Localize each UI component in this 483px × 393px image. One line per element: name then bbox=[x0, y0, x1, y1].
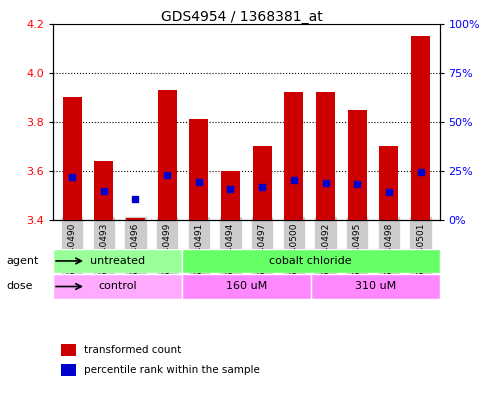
FancyBboxPatch shape bbox=[182, 249, 440, 273]
Bar bbox=[94, 161, 114, 220]
Bar bbox=[348, 110, 367, 220]
FancyBboxPatch shape bbox=[53, 274, 182, 299]
FancyBboxPatch shape bbox=[311, 274, 440, 299]
Bar bbox=[379, 146, 398, 220]
Bar bbox=[157, 90, 177, 220]
Bar bbox=[253, 146, 271, 220]
FancyBboxPatch shape bbox=[182, 274, 311, 299]
Text: agent: agent bbox=[6, 256, 39, 266]
Text: transformed count: transformed count bbox=[84, 345, 181, 355]
Text: 310 uM: 310 uM bbox=[355, 281, 396, 292]
Text: cobalt chloride: cobalt chloride bbox=[270, 256, 352, 266]
Text: dose: dose bbox=[6, 281, 33, 292]
Bar bbox=[411, 36, 430, 220]
Text: untreated: untreated bbox=[90, 256, 145, 266]
Bar bbox=[284, 92, 303, 220]
Text: percentile rank within the sample: percentile rank within the sample bbox=[84, 365, 260, 375]
Text: control: control bbox=[98, 281, 137, 292]
Text: GDS4954 / 1368381_at: GDS4954 / 1368381_at bbox=[161, 10, 322, 24]
Bar bbox=[61, 364, 76, 376]
Text: 160 uM: 160 uM bbox=[226, 281, 267, 292]
Bar bbox=[126, 218, 145, 220]
Bar bbox=[189, 119, 208, 220]
Bar bbox=[316, 92, 335, 220]
Bar bbox=[61, 344, 76, 356]
Bar bbox=[221, 171, 240, 220]
Bar bbox=[63, 97, 82, 220]
FancyBboxPatch shape bbox=[53, 249, 182, 273]
